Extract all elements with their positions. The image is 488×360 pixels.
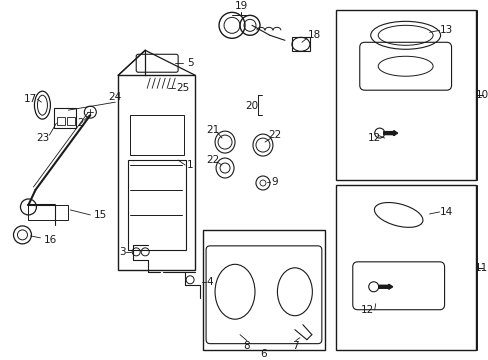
Text: 19: 19: [234, 1, 247, 12]
Text: 20: 20: [245, 101, 258, 111]
Bar: [67, 117, 75, 125]
Bar: [130, 115, 184, 155]
Text: 3: 3: [119, 247, 125, 257]
Text: 14: 14: [439, 207, 452, 217]
Text: 12: 12: [367, 133, 381, 143]
Text: 15: 15: [94, 210, 107, 220]
Text: 13: 13: [439, 25, 452, 35]
Text: 23: 23: [36, 133, 49, 143]
Text: 2: 2: [77, 118, 83, 128]
Text: 1: 1: [186, 160, 193, 170]
Text: 22: 22: [206, 155, 219, 165]
FancyArrow shape: [383, 131, 397, 136]
Text: 10: 10: [474, 90, 488, 100]
Text: 18: 18: [307, 30, 321, 40]
Text: 7: 7: [292, 341, 299, 351]
Text: 6: 6: [260, 348, 267, 359]
Text: 24: 24: [108, 92, 122, 102]
Bar: [335, 185, 474, 350]
FancyArrow shape: [378, 284, 392, 289]
Bar: [128, 160, 186, 250]
Text: 16: 16: [44, 235, 57, 245]
Bar: [28, 205, 68, 220]
Bar: [54, 108, 76, 128]
Text: 11: 11: [474, 263, 488, 273]
Text: 9: 9: [271, 177, 278, 187]
Text: 22: 22: [268, 130, 281, 140]
Text: 12: 12: [360, 305, 374, 315]
Text: 21: 21: [206, 125, 219, 135]
Text: 17: 17: [24, 94, 37, 104]
Bar: [335, 10, 474, 180]
Text: 5: 5: [186, 58, 193, 68]
Text: 8: 8: [243, 341, 250, 351]
Text: 25: 25: [176, 83, 189, 93]
Bar: [57, 117, 65, 125]
Bar: [203, 230, 324, 350]
Text: 4: 4: [206, 277, 213, 287]
Bar: [291, 37, 309, 51]
